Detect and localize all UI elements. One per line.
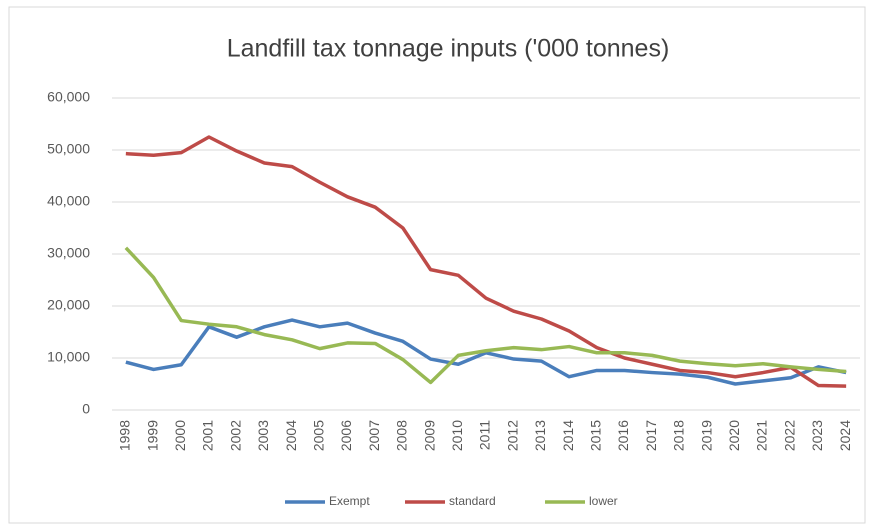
x-tick-label: 2004 xyxy=(283,420,299,451)
x-tick-label: 1999 xyxy=(144,420,160,451)
x-tick-label: 2008 xyxy=(394,420,410,451)
x-tick-label: 2011 xyxy=(477,420,493,450)
x-tick-label: 1998 xyxy=(117,420,133,451)
chart-border xyxy=(8,6,866,524)
x-tick-label: 2010 xyxy=(449,420,465,451)
x-tick-label: 2020 xyxy=(726,420,742,451)
chart-title: Landfill tax tonnage inputs ('000 tonnes… xyxy=(227,35,670,63)
series-line xyxy=(125,135,847,388)
y-tick-label: 40,000 xyxy=(47,193,90,209)
x-tick-label: 2019 xyxy=(698,420,714,451)
y-tick-label: 60,000 xyxy=(47,89,90,105)
x-tick-label: 2003 xyxy=(255,420,271,451)
x-tick-label: 2002 xyxy=(227,420,243,451)
x-tick-label: 2007 xyxy=(366,420,382,451)
x-tick-label: 2014 xyxy=(560,420,576,451)
series-line xyxy=(125,318,847,386)
x-tick-label: 2023 xyxy=(809,420,825,451)
x-tick-label: 2000 xyxy=(172,420,188,451)
x-tick-label: 2024 xyxy=(837,420,853,451)
legend-label: lower xyxy=(589,494,618,508)
x-tick-label: 2015 xyxy=(588,420,604,451)
x-tick-label: 2022 xyxy=(781,420,797,451)
x-tick-label: 2016 xyxy=(615,420,631,451)
y-tick-label: 0 xyxy=(82,401,90,417)
y-tick-label: 20,000 xyxy=(47,297,90,313)
legend-label: Exempt xyxy=(329,494,370,508)
series-line xyxy=(124,246,847,385)
legend-label: standard xyxy=(449,494,496,508)
x-tick-label: 2018 xyxy=(671,420,687,451)
y-tick-label: 30,000 xyxy=(47,245,90,261)
y-tick-label: 50,000 xyxy=(47,141,90,157)
x-tick-label: 2001 xyxy=(200,420,216,451)
y-tick-label: 10,000 xyxy=(47,349,90,365)
x-tick-label: 2006 xyxy=(338,420,354,451)
x-tick-label: 2017 xyxy=(643,420,659,451)
x-tick-label: 2013 xyxy=(532,420,548,451)
x-tick-label: 2021 xyxy=(754,420,770,451)
x-tick-label: 2009 xyxy=(421,420,437,451)
x-tick-label: 2005 xyxy=(310,420,326,451)
x-tick-label: 2012 xyxy=(504,420,520,451)
